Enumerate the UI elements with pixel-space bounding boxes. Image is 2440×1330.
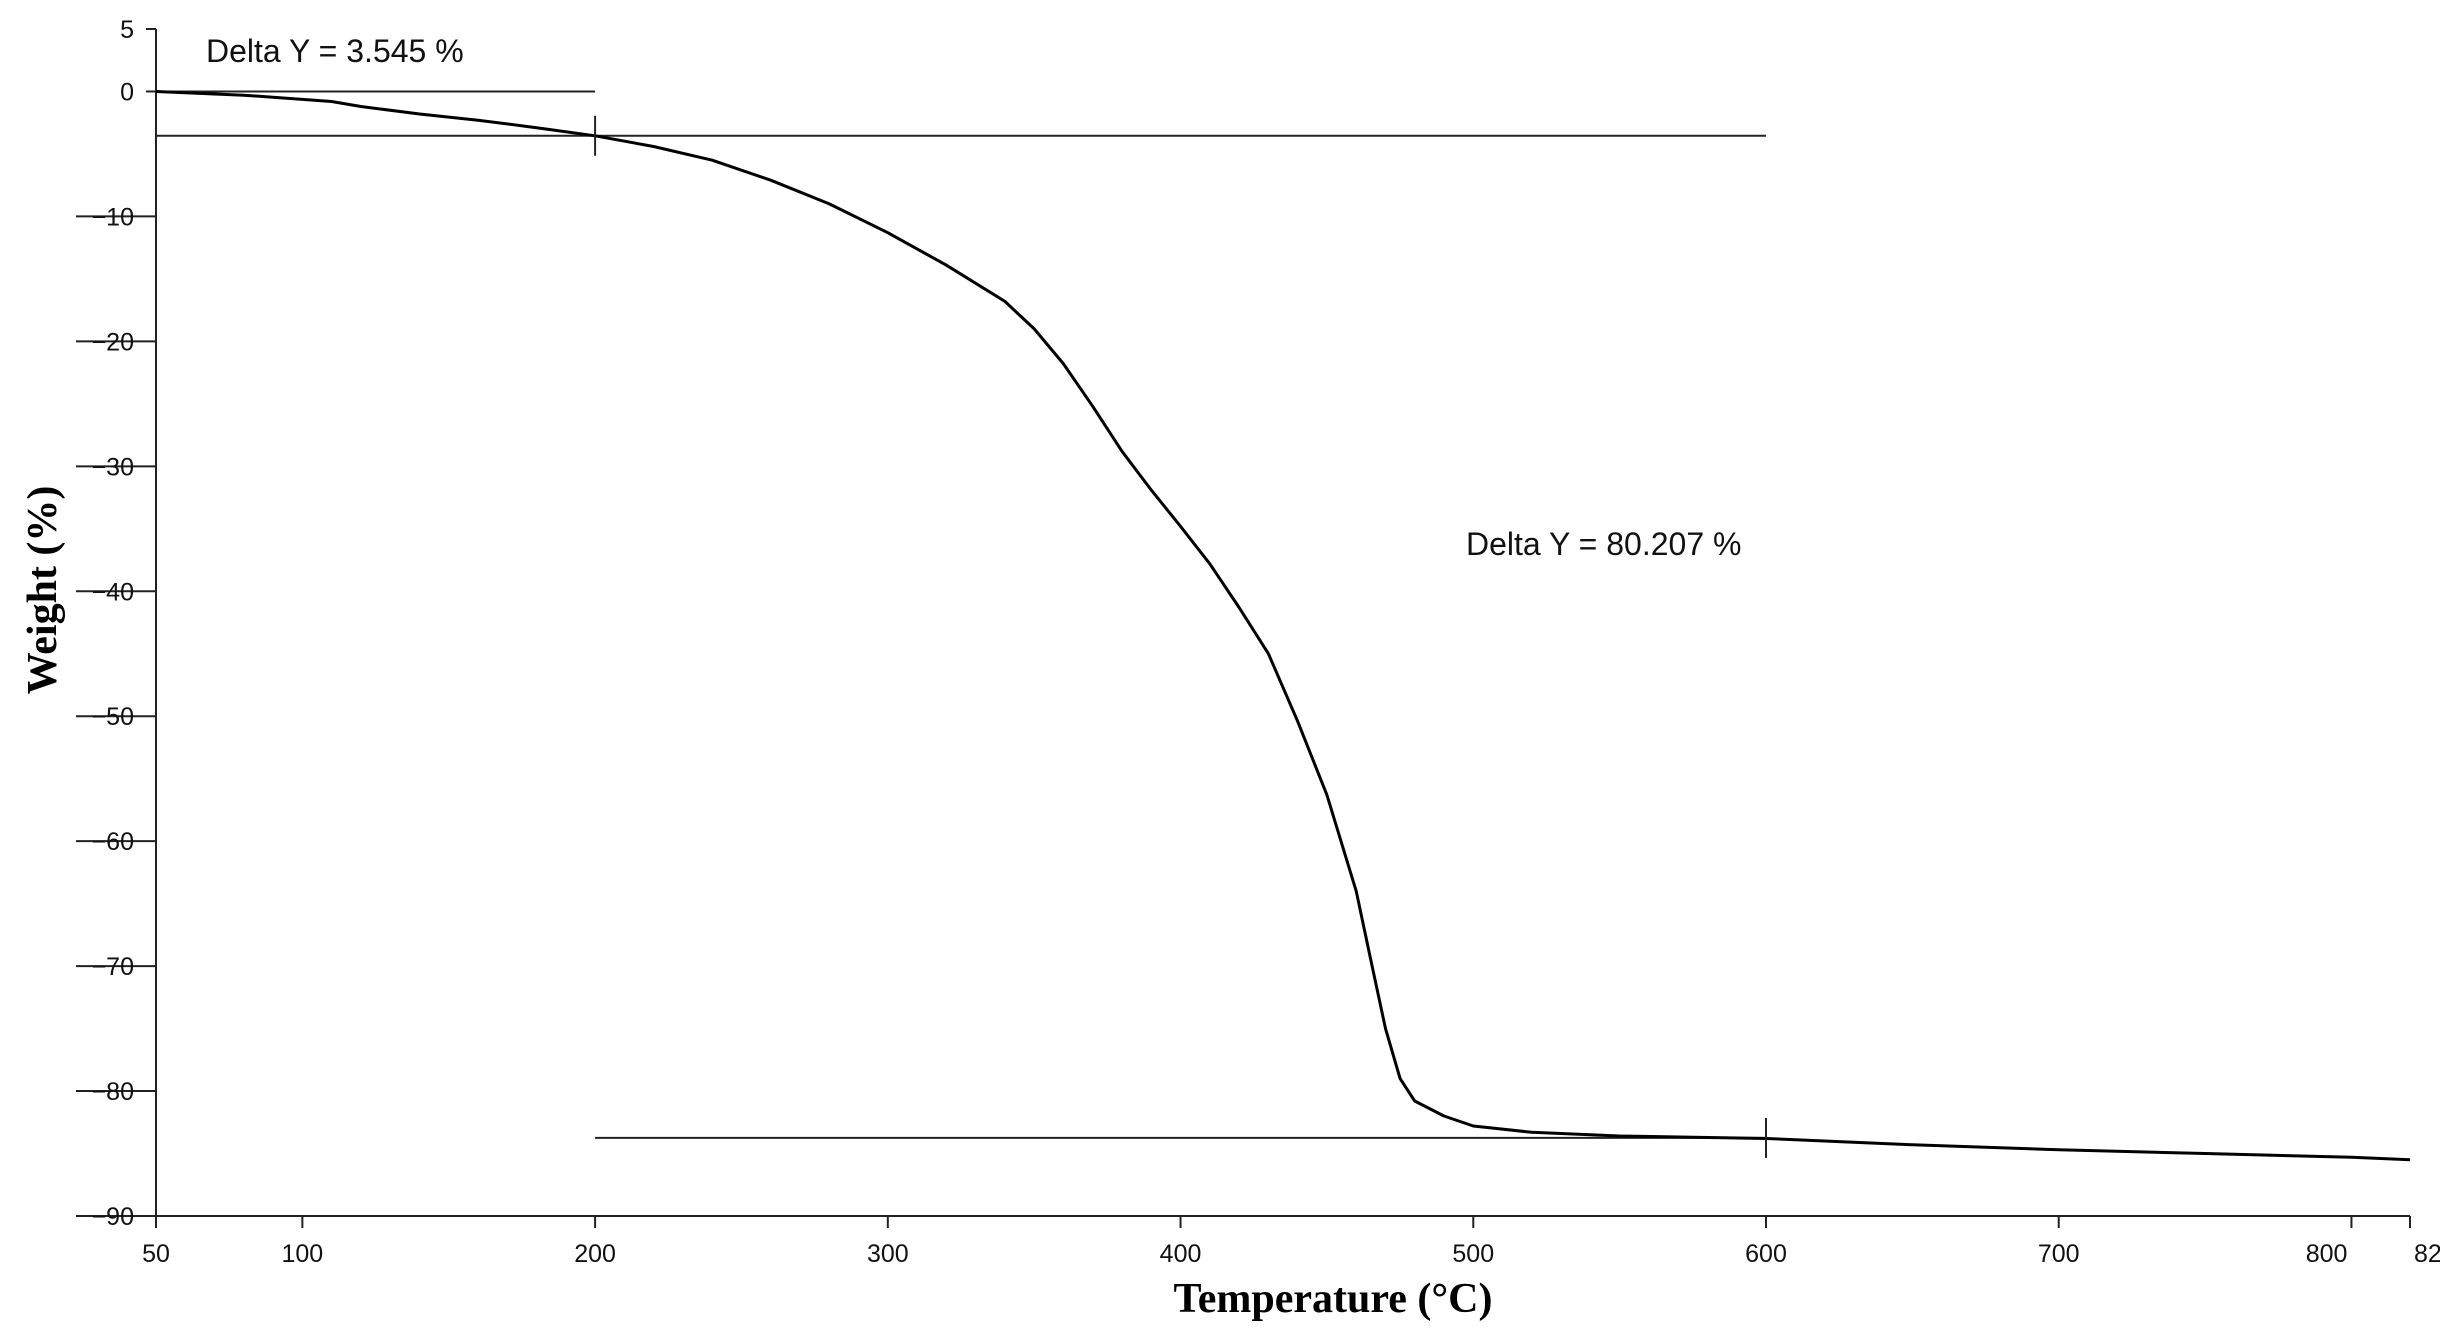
x-ticks: 50 100 200 300 400 500 600 700 800 820 [142, 1216, 2440, 1268]
y-tick-label: −50 [92, 703, 134, 731]
y-tick-label: −70 [92, 953, 134, 981]
y-ticks: 5 0 −10 −20 −30 −40 −50 −60 −70 −80 −90 [76, 16, 156, 1231]
y-tick-label: 0 [120, 78, 134, 106]
x-tick-label: 800 [2306, 1240, 2348, 1268]
y-tick-label: −20 [92, 328, 134, 356]
y-tick-label: −80 [92, 1078, 134, 1106]
x-tick-label: 300 [867, 1240, 909, 1268]
x-tick-label: 100 [282, 1240, 324, 1268]
weight-curve [155, 90, 2411, 1162]
axes [155, 29, 2410, 1217]
y-tick-label: −10 [92, 203, 134, 231]
y-tick-label: 5 [120, 16, 134, 44]
y-axis-title: Weight (%) [20, 486, 66, 695]
x-tick-label: 820 [2414, 1240, 2440, 1268]
y-tick-label: −90 [92, 1203, 134, 1231]
x-tick-label: 200 [574, 1240, 616, 1268]
delta-markers [594, 115, 1767, 1158]
y-tick-label: −30 [92, 453, 134, 481]
x-tick-label: 600 [1745, 1240, 1787, 1268]
x-axis-title: Temperature (°C) [1174, 1276, 1493, 1322]
x-tick-label: 700 [2038, 1240, 2080, 1268]
x-tick-label: 400 [1160, 1240, 1202, 1268]
x-tick-label: 50 [142, 1240, 170, 1268]
annotation-delta-2: Delta Y = 80.207 % [1466, 526, 1741, 562]
annotation-delta-1: Delta Y = 3.545 % [206, 33, 464, 69]
reference-lines [156, 90, 1766, 1139]
y-tick-label: −60 [92, 828, 134, 856]
x-tick-label: 500 [1452, 1240, 1494, 1268]
y-tick-label: −40 [92, 578, 134, 606]
